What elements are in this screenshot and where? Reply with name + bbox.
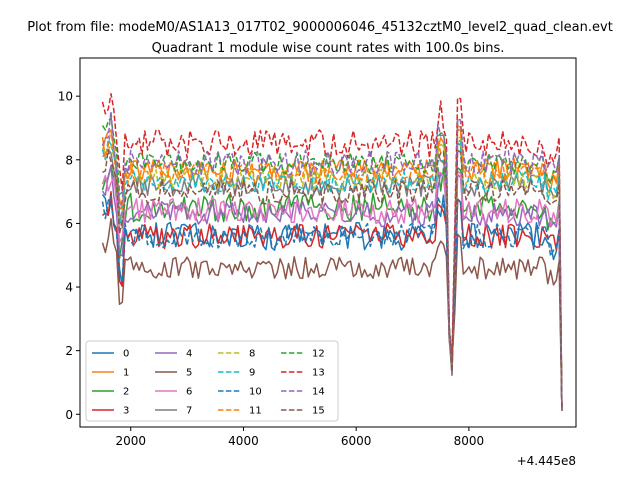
y-tick-label: 6	[65, 217, 73, 231]
plot-frame	[79, 57, 577, 428]
legend-label-7: 7	[186, 406, 192, 417]
legend-label-12: 12	[312, 349, 325, 360]
x-tick-label: 4000	[228, 434, 259, 448]
legend-label-13: 13	[312, 368, 325, 379]
legend-label-2: 2	[123, 387, 129, 398]
legend-label-14: 14	[312, 387, 325, 398]
series-line-5	[101, 218, 563, 411]
series-line-1	[101, 125, 563, 411]
y-tick-label: 0	[65, 408, 73, 422]
figure-suptitle: Plot from file: modeM0/AS1A13_017T02_900…	[27, 20, 613, 35]
legend-label-1: 1	[123, 368, 129, 379]
x-offset-label: +4.445e8	[517, 454, 576, 468]
legend-label-15: 15	[312, 406, 325, 417]
legend-label-6: 6	[186, 387, 192, 398]
legend-label-4: 4	[186, 349, 192, 360]
series-line-15	[102, 148, 563, 409]
legend-box	[85, 340, 339, 422]
series-line-4	[101, 165, 563, 409]
legend-label-3: 3	[123, 406, 129, 417]
legend-label-5: 5	[186, 368, 192, 379]
x-tick-label: 6000	[341, 434, 372, 448]
legend-label-8: 8	[249, 349, 255, 360]
legend-label-10: 10	[249, 387, 262, 398]
y-tick-label: 10	[58, 90, 73, 104]
y-tick-label: 8	[65, 153, 73, 167]
series-line-3	[102, 190, 563, 411]
x-tick-label: 2000	[115, 434, 146, 448]
series-layer	[101, 93, 563, 411]
chart-title: Quadrant 1 module wise count rates with …	[152, 41, 505, 56]
series-line-10	[101, 195, 563, 410]
series-line-13	[101, 93, 563, 410]
series-line-8	[101, 135, 563, 410]
series-line-14	[101, 110, 563, 411]
legend-label-9: 9	[249, 368, 255, 379]
legend-label-0: 0	[123, 349, 129, 360]
y-tick-label: 2	[65, 344, 73, 358]
x-tick-label: 8000	[454, 434, 485, 448]
series-line-6	[101, 170, 563, 410]
series-line-11	[101, 128, 563, 410]
legend-label-11: 11	[249, 406, 262, 417]
y-tick-label: 4	[65, 281, 73, 295]
